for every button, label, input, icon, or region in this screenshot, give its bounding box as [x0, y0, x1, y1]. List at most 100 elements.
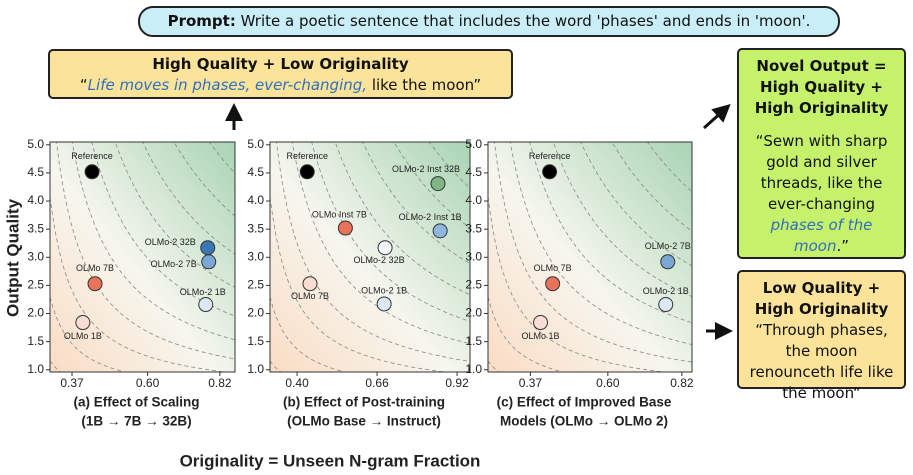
- contour: [56, 142, 235, 360]
- y-tick-label: 3.5: [247, 221, 264, 235]
- y-tick-label: 3.5: [465, 221, 482, 235]
- data-point: [432, 223, 448, 239]
- data-point: [84, 164, 100, 180]
- contour: [509, 142, 692, 346]
- quote-part: “Sewn with sharp gold and silver threads…: [755, 132, 888, 213]
- point-label: OLMo-2 Inst 32B: [392, 164, 460, 174]
- point-label: OLMo-2 32B: [145, 237, 196, 247]
- y-tick-label: 5.0: [465, 137, 482, 151]
- point-label: OLMo-2 1B: [643, 286, 689, 296]
- callout-quote: “Life moves in phases, ever-changing, li…: [50, 75, 511, 96]
- x-tick-label: 0.66: [365, 376, 389, 390]
- data-point: [542, 164, 558, 180]
- data-point: [302, 276, 318, 292]
- x-tick-label: 0.82: [208, 376, 232, 390]
- point-label: OLMo 1B: [64, 331, 102, 341]
- panel-caption: (b) Effect of Post-training: [283, 395, 445, 410]
- data-point: [87, 276, 103, 292]
- contour: [488, 196, 667, 372]
- y-tick-label: 2.0: [465, 306, 482, 320]
- y-tick-label: 3.0: [465, 249, 482, 263]
- panel-caption: Models (OLMo → OLMo 2): [500, 414, 668, 429]
- contours: [488, 142, 692, 372]
- y-tick-label: 3.5: [27, 221, 44, 235]
- point-label: OLMo 7B: [76, 263, 114, 273]
- data-point: [299, 164, 315, 180]
- callout: High Quality + Low Originality “Life move…: [48, 49, 513, 99]
- y-tick-label: 4.5: [27, 165, 44, 179]
- point-label: OLMo Inst 7B: [312, 209, 367, 219]
- prompt-text: Write a poetic sentence that includes th…: [240, 12, 811, 30]
- y-tick-label: 5.0: [247, 137, 264, 151]
- quote-part: Life moves in phases, ever-changing,: [87, 76, 368, 94]
- point-label: OLMo-2 1B: [180, 287, 226, 297]
- y-axis-label: Output Quality: [3, 198, 22, 317]
- y-tick-label: 4.0: [247, 193, 264, 207]
- contour: [142, 142, 235, 255]
- y-tick-label: 2.5: [247, 278, 264, 292]
- contours: [270, 142, 470, 372]
- point-label: OLMo 7B: [291, 291, 329, 301]
- point-label: OLMo-2 1B: [361, 285, 407, 295]
- y-tick-label: 2.5: [27, 278, 44, 292]
- y-tick-label: 2.5: [465, 278, 482, 292]
- data-point: [201, 254, 217, 270]
- y-tick-label: 4.0: [465, 193, 482, 207]
- callout-title: High Quality + Low Originality: [152, 55, 409, 73]
- point-label: OLMo-2 Inst 1B: [399, 212, 462, 222]
- data-point: [658, 297, 674, 313]
- data-point: [377, 240, 393, 256]
- data-point: [545, 276, 561, 292]
- contour: [552, 142, 692, 297]
- point-label: OLMo 7B: [534, 263, 572, 273]
- callout-quote: “Through phases, the moon renounceth lif…: [745, 320, 898, 404]
- data-point: [198, 297, 214, 313]
- point-label: OLMo-2 7B: [645, 241, 691, 251]
- contour: [362, 142, 470, 265]
- panel-caption: (1B → 7B → 32B): [81, 414, 191, 429]
- y-tick-label: 1.5: [27, 334, 44, 348]
- panel-caption: (OLMo Base → Instruct): [287, 414, 441, 429]
- x-tick-label: 0.37: [60, 376, 84, 390]
- quote-part: “: [79, 76, 88, 94]
- y-tick-label: 3.0: [27, 249, 44, 263]
- contour: [529, 142, 692, 324]
- point-label: OLMo-2 32B: [354, 255, 405, 265]
- point-label: OLMo-2 7B: [151, 259, 197, 269]
- y-tick-label: 4.5: [247, 165, 264, 179]
- data-point: [200, 240, 216, 256]
- panel-caption: (a) Effect of Scaling: [73, 395, 199, 410]
- x-tick-label: 0.37: [519, 376, 543, 390]
- y-tick-label: 1.5: [247, 334, 264, 348]
- callout: Novel Output = High Quality + High Origi…: [737, 48, 906, 259]
- prompt-label: Prompt:: [167, 12, 236, 30]
- quote-part: phases of the moon: [770, 216, 873, 255]
- contour: [311, 142, 470, 322]
- y-tick-label: 2.0: [27, 306, 44, 320]
- x-axis-label: Originality = Unseen N-gram Fraction: [180, 451, 481, 470]
- contour: [494, 142, 692, 363]
- x-tick-label: 0.60: [136, 376, 160, 390]
- arrow: [702, 103, 731, 130]
- x-tick-label: 0.92: [445, 376, 469, 390]
- y-tick-label: 1.0: [465, 362, 482, 376]
- x-tick-label: 0.60: [596, 376, 620, 390]
- point-label: Reference: [71, 151, 113, 161]
- point-label: OLMo 1B: [521, 331, 559, 341]
- callout-title: Novel Output = High Quality + High Origi…: [754, 57, 889, 117]
- prompt-box: Prompt: Write a poetic sentence that inc…: [138, 6, 840, 37]
- y-tick-label: 4.5: [465, 165, 482, 179]
- callout-title: Low Quality + High Originality: [754, 279, 889, 318]
- data-point: [430, 176, 446, 192]
- contour: [580, 142, 692, 267]
- contour: [50, 296, 127, 372]
- point-label: Reference: [529, 151, 571, 161]
- data-point: [533, 315, 549, 331]
- y-tick-label: 2.0: [247, 306, 264, 320]
- quote-part: .”: [836, 237, 850, 255]
- contour: [114, 142, 235, 288]
- y-tick-label: 1.5: [465, 334, 482, 348]
- data-point: [75, 315, 91, 331]
